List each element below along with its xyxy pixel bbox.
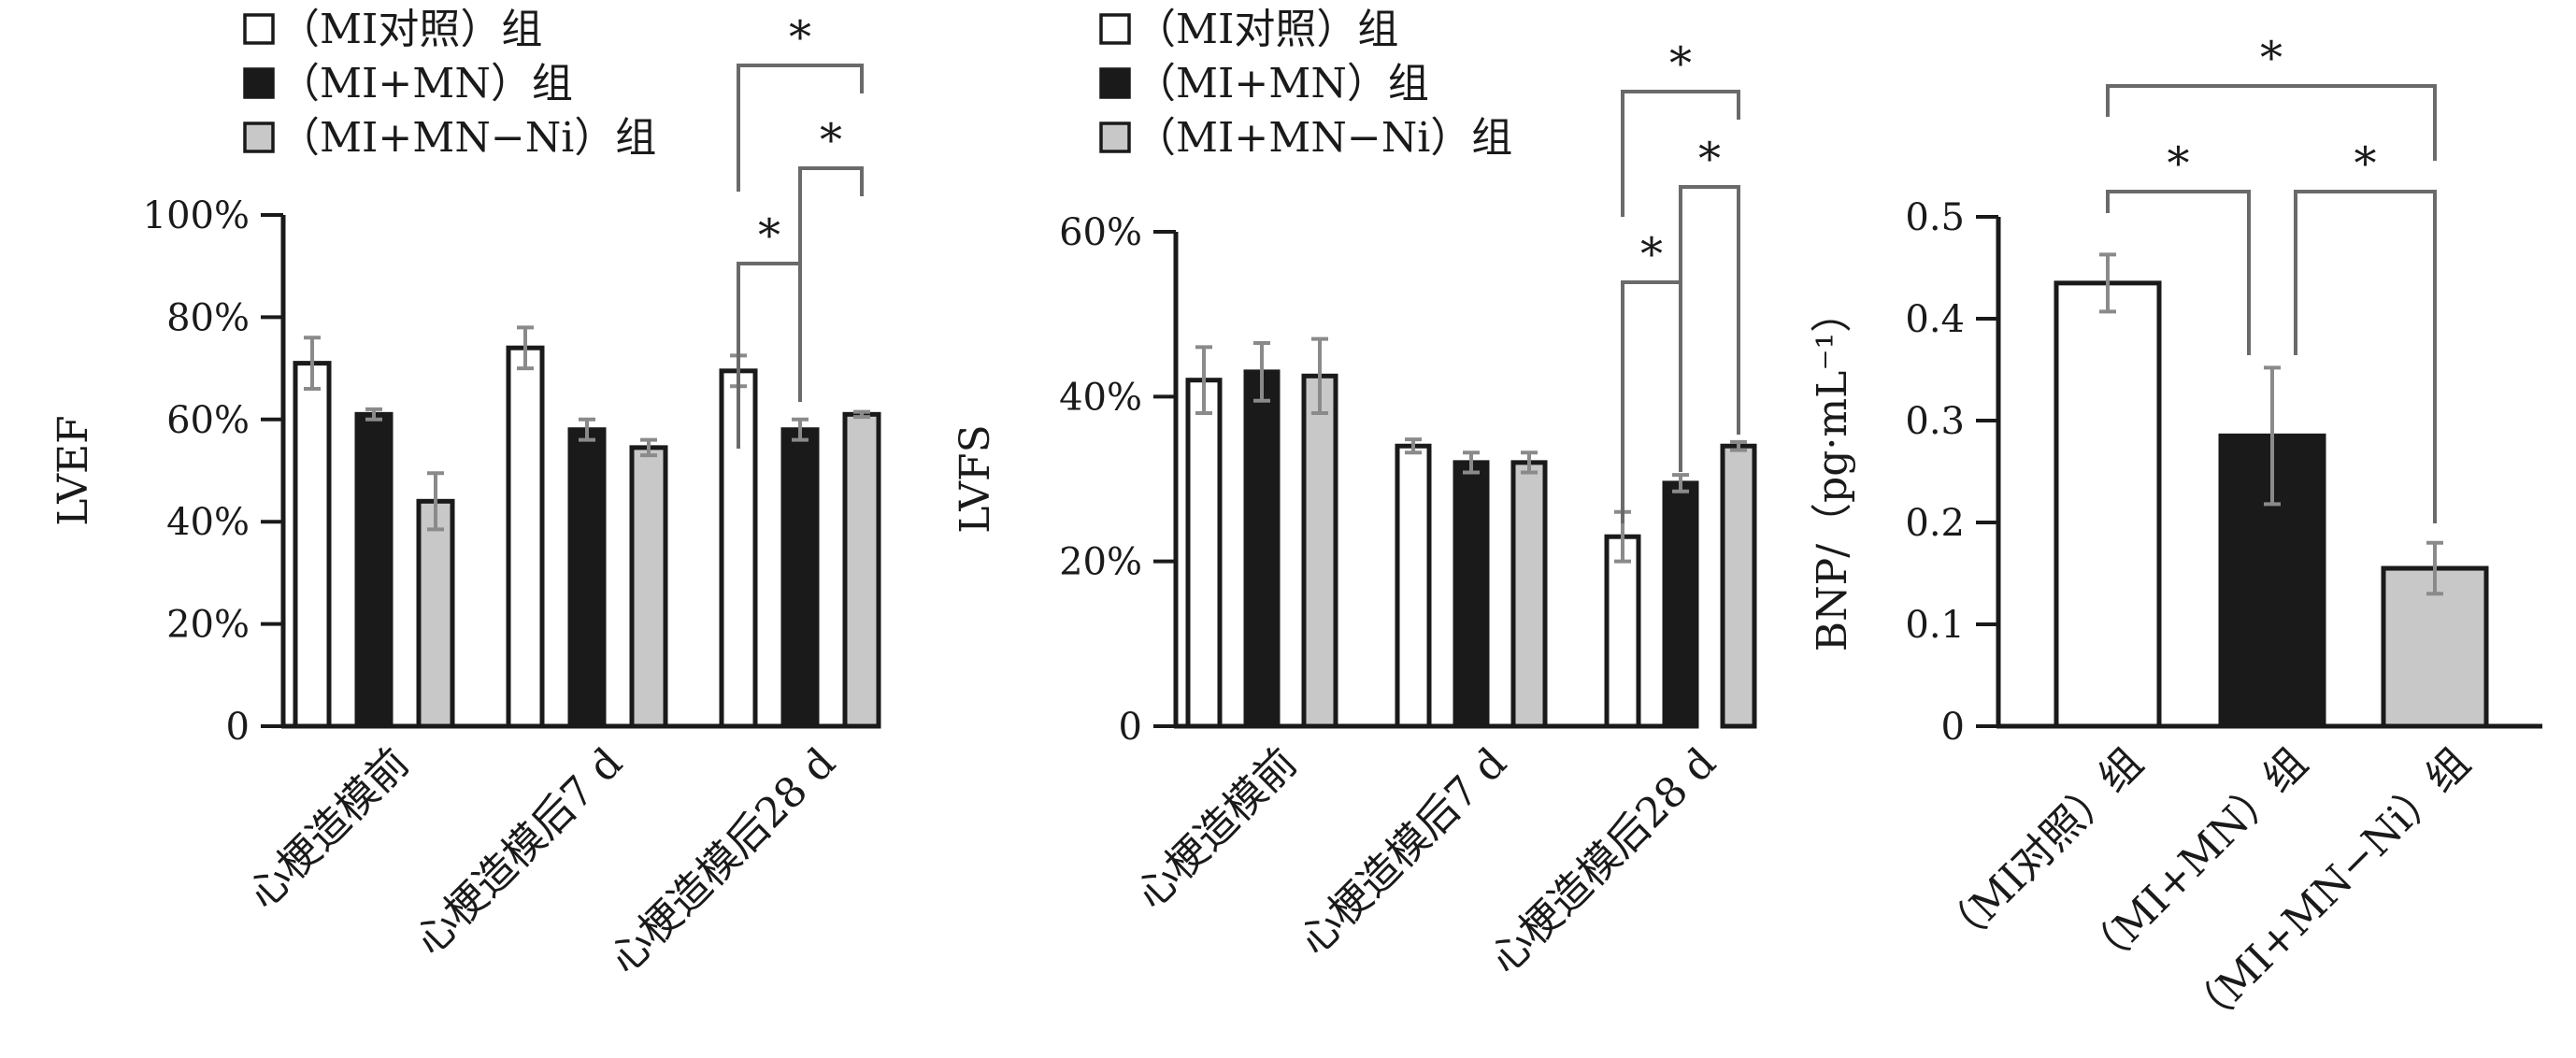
- legend-label: （MI+MN）组: [1135, 60, 1429, 107]
- legend-label: （MI+MN−Ni）组: [1135, 114, 1512, 162]
- significance-star: *: [2354, 137, 2377, 190]
- significance-star: *: [789, 11, 811, 64]
- y-tick-label: 40%: [1059, 376, 1142, 419]
- y-tick-label: 20%: [1059, 541, 1142, 584]
- x-category-label: 心梗造模后7 d: [407, 739, 632, 965]
- y-tick-label: 0: [1941, 706, 1965, 749]
- y-tick-label: 0.4: [1905, 298, 1965, 341]
- y-axis-label: LVFS: [952, 424, 999, 533]
- x-category-label: 心梗造模后28 d: [601, 739, 845, 983]
- bar: [780, 427, 820, 729]
- bar: [416, 498, 455, 729]
- bar: [1243, 369, 1281, 729]
- y-axis-label: LVEF: [50, 415, 97, 525]
- significance-star: *: [758, 209, 780, 262]
- legend-swatch: [243, 13, 275, 45]
- y-tick-label: 0.2: [1905, 502, 1965, 545]
- significance-star: *: [2260, 32, 2283, 84]
- y-tick-label: 100%: [143, 194, 250, 237]
- y-tick-label: 0.5: [1905, 196, 1965, 239]
- x-category-label: 心梗造模后28 d: [1481, 739, 1725, 983]
- legend-label: （MI+MN）组: [279, 60, 573, 107]
- legend-swatch: [1099, 67, 1131, 99]
- significance-star: *: [1640, 228, 1663, 280]
- y-tick-label: 0.1: [1905, 604, 1965, 647]
- significance-star: *: [2168, 137, 2190, 190]
- bar: [1301, 373, 1338, 729]
- significance-bracket: [1621, 90, 1740, 217]
- legend-label: （MI对照）组: [279, 6, 542, 53]
- y-tick-label: 20%: [166, 604, 250, 647]
- y-tick-label: 60%: [166, 399, 250, 442]
- x-category-label: 心梗造模前: [1127, 739, 1307, 919]
- y-tick-label: 60%: [1059, 211, 1142, 254]
- x-category-label: （MI+MN−Ni）组: [2179, 739, 2480, 1040]
- y-tick-label: 40%: [166, 501, 250, 544]
- bar: [1604, 534, 1641, 729]
- bar: [1720, 443, 1757, 729]
- bar: [1453, 460, 1490, 729]
- bar: [1395, 443, 1432, 729]
- x-category-label: 心梗造模后7 d: [1291, 739, 1516, 965]
- significance-bracket: [2106, 190, 2251, 355]
- significance-bracket: [737, 64, 864, 192]
- x-category-label: 心梗造模前: [239, 739, 419, 919]
- significance-bracket: [798, 166, 864, 402]
- y-tick-label: 80%: [166, 296, 250, 339]
- bar: [506, 345, 545, 729]
- y-axis-label: BNP/（pg·mL⁻¹）: [1809, 292, 1856, 651]
- bar: [1510, 460, 1548, 729]
- y-tick-label: 0: [226, 706, 250, 749]
- bar: [293, 361, 332, 729]
- legend-swatch: [243, 67, 275, 99]
- significance-bracket: [1679, 185, 1740, 472]
- y-tick-label: 0.3: [1905, 400, 1965, 443]
- bar: [629, 445, 668, 729]
- bar: [1185, 378, 1223, 729]
- significance-bracket: [2294, 190, 2437, 523]
- y-tick-label: 0: [1119, 706, 1142, 749]
- legend-swatch: [1099, 122, 1131, 153]
- significance-star: *: [820, 114, 842, 166]
- legend-label: （MI对照）组: [1135, 6, 1398, 53]
- legend-swatch: [1099, 13, 1131, 45]
- legend-label: （MI+MN−Ni）组: [279, 114, 656, 162]
- significance-bracket: [2106, 84, 2437, 161]
- significance-star: *: [1698, 133, 1721, 185]
- legend-swatch: [243, 122, 275, 153]
- bar: [354, 411, 394, 729]
- bar: [842, 411, 881, 729]
- bar: [2054, 280, 2162, 729]
- significance-star: *: [1669, 37, 1692, 90]
- bar: [567, 427, 607, 729]
- bnp-chart: 00.10.20.30.40.5BNP/（pg·mL⁻¹）（MI对照）组（MI+…: [1809, 32, 2542, 1040]
- bar: [1662, 480, 1699, 729]
